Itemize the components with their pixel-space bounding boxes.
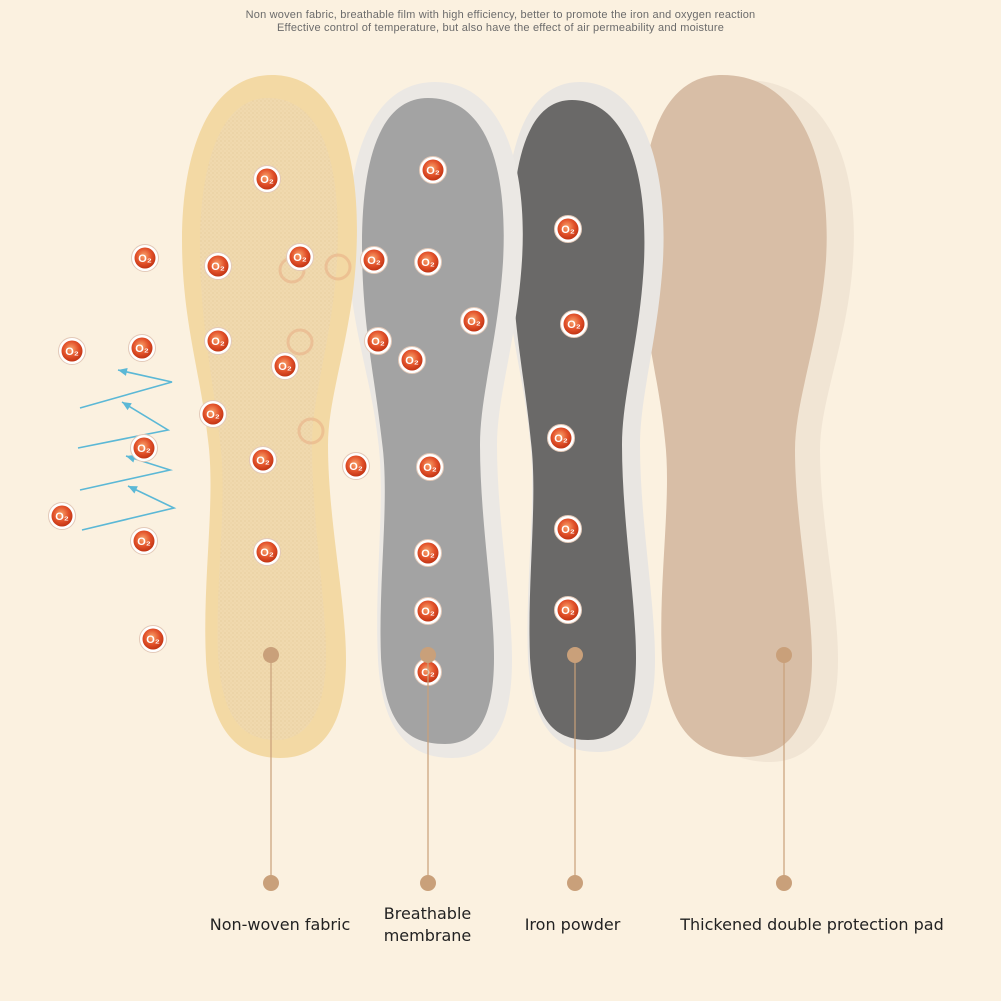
faded-oxygen-particle xyxy=(297,417,325,445)
label-non-woven-fabric-text: Non-woven fabric xyxy=(209,915,351,934)
layer-pointer xyxy=(420,647,436,891)
label-breathable-membrane: Breathable membrane xyxy=(370,903,485,947)
oxygen-particle-icon: O₂ xyxy=(398,346,426,374)
svg-text:O₂: O₂ xyxy=(260,547,274,559)
oxygen-particle-icon: O₂ xyxy=(560,310,588,338)
oxygen-particle-icon: O₂ xyxy=(360,246,388,274)
svg-text:O₂: O₂ xyxy=(426,165,440,177)
svg-text:O₂: O₂ xyxy=(146,634,160,646)
oxygen-particle-icon: O₂ xyxy=(204,327,232,355)
svg-text:O₂: O₂ xyxy=(206,409,220,421)
svg-text:O₂: O₂ xyxy=(256,455,270,467)
svg-text:O₂: O₂ xyxy=(260,174,274,186)
oxygen-particle-icon: O₂ xyxy=(128,334,156,362)
iron-powder-layer xyxy=(505,82,664,752)
svg-text:O₂: O₂ xyxy=(421,606,435,618)
oxygen-particle-icon: O₂ xyxy=(58,337,86,365)
oxygen-particle-icon: O₂ xyxy=(253,165,281,193)
oxygen-particles: O₂ O₂ O₂ O₂ O₂ O₂ O₂ O₂ O₂ O₂ O₂ O₂ O₂ O₂ O₂ O₂ O₂ O₂ O₂ O₂… xyxy=(48,156,588,686)
layer-pointers xyxy=(263,647,792,891)
svg-text:O₂: O₂ xyxy=(554,433,568,445)
breathable-membrane-layer xyxy=(348,82,523,758)
oxygen-particle-icon: O₂ xyxy=(139,625,167,653)
oxygen-particle-icon: O₂ xyxy=(253,538,281,566)
oxygen-particle-icon: O₂ xyxy=(131,244,159,272)
arrow-head-icon xyxy=(122,402,132,411)
layer-pointer xyxy=(567,647,583,891)
iron-powder-insole xyxy=(512,100,645,740)
svg-text:O₂: O₂ xyxy=(371,336,385,348)
svg-text:O₂: O₂ xyxy=(278,361,292,373)
svg-text:O₂: O₂ xyxy=(138,253,152,265)
air-flow-arrow xyxy=(81,485,177,531)
protection-pad-layer xyxy=(640,75,854,762)
oxygen-particle-icon: O₂ xyxy=(554,515,582,543)
layer-pointer xyxy=(263,647,279,891)
label-protection-pad-text: Thickened double protection pad xyxy=(680,915,944,934)
svg-text:O₂: O₂ xyxy=(137,443,151,455)
svg-text:O₂: O₂ xyxy=(561,524,575,536)
label-iron-powder: Iron powder xyxy=(510,914,635,936)
label-breathable-membrane-line2: membrane xyxy=(383,926,472,945)
svg-text:O₂: O₂ xyxy=(561,605,575,617)
oxygen-particle-icon: O₂ xyxy=(199,400,227,428)
air-flow-arrows xyxy=(77,368,177,531)
header-line-1: Non woven fabric, breathable film with h… xyxy=(245,9,756,21)
svg-text:O₂: O₂ xyxy=(135,343,149,355)
oxygen-particle-icon: O₂ xyxy=(414,248,442,276)
svg-text:O₂: O₂ xyxy=(55,511,69,523)
label-iron-powder-text: Iron powder xyxy=(524,915,621,934)
svg-text:O₂: O₂ xyxy=(137,536,151,548)
svg-text:O₂: O₂ xyxy=(211,336,225,348)
label-protection-pad: Thickened double protection pad xyxy=(672,914,952,936)
arrow-head-icon xyxy=(128,486,138,494)
svg-text:O₂: O₂ xyxy=(367,255,381,267)
svg-text:O₂: O₂ xyxy=(423,462,437,474)
oxygen-particle-icon: O₂ xyxy=(554,596,582,624)
protection-pad-insole xyxy=(640,75,827,757)
air-flow-arrow xyxy=(77,401,171,449)
svg-text:O₂: O₂ xyxy=(467,316,481,328)
label-breathable-membrane-line1: Breathable xyxy=(383,904,472,923)
air-flow-arrow xyxy=(79,369,173,409)
oxygen-particle-icon: O₂ xyxy=(547,424,575,452)
faded-oxygen-particle xyxy=(324,253,352,281)
svg-text:O₂: O₂ xyxy=(65,346,79,358)
oxygen-particle-icon: O₂ xyxy=(364,327,392,355)
oxygen-particle-icon: O₂ xyxy=(342,452,370,480)
oxygen-particle-icon: O₂ xyxy=(271,352,299,380)
oxygen-particle-icon: O₂ xyxy=(416,453,444,481)
air-flow-arrow xyxy=(79,455,174,491)
svg-text:O₂: O₂ xyxy=(567,319,581,331)
label-non-woven-fabric: Non-woven fabric xyxy=(195,914,365,936)
oxygen-particle-icon: O₂ xyxy=(286,243,314,271)
header-line-2: Effective control of temperature, but al… xyxy=(276,22,725,34)
oxygen-particle-icon: O₂ xyxy=(554,215,582,243)
oxygen-particle-icon: O₂ xyxy=(48,502,76,530)
svg-text:O₂: O₂ xyxy=(421,257,435,269)
oxygen-particle-icon: O₂ xyxy=(460,307,488,335)
svg-text:O₂: O₂ xyxy=(293,252,307,264)
membrane-insole xyxy=(362,98,504,744)
oxygen-particle-icon: O₂ xyxy=(419,156,447,184)
oxygen-particle-icon: O₂ xyxy=(249,446,277,474)
arrow-head-icon xyxy=(118,368,128,376)
svg-text:O₂: O₂ xyxy=(561,224,575,236)
oxygen-particle-icon: O₂ xyxy=(414,539,442,567)
oxygen-particle-icon: O₂ xyxy=(414,597,442,625)
oxygen-particle-icon: O₂ xyxy=(130,527,158,555)
faded-oxygen-particle xyxy=(286,328,314,356)
svg-text:O₂: O₂ xyxy=(349,461,363,473)
svg-text:O₂: O₂ xyxy=(211,261,225,273)
layer-pointer xyxy=(776,647,792,891)
svg-text:O₂: O₂ xyxy=(421,548,435,560)
oxygen-particle-icon: O₂ xyxy=(204,252,232,280)
oxygen-particle-icon: O₂ xyxy=(130,434,158,462)
svg-text:O₂: O₂ xyxy=(405,355,419,367)
